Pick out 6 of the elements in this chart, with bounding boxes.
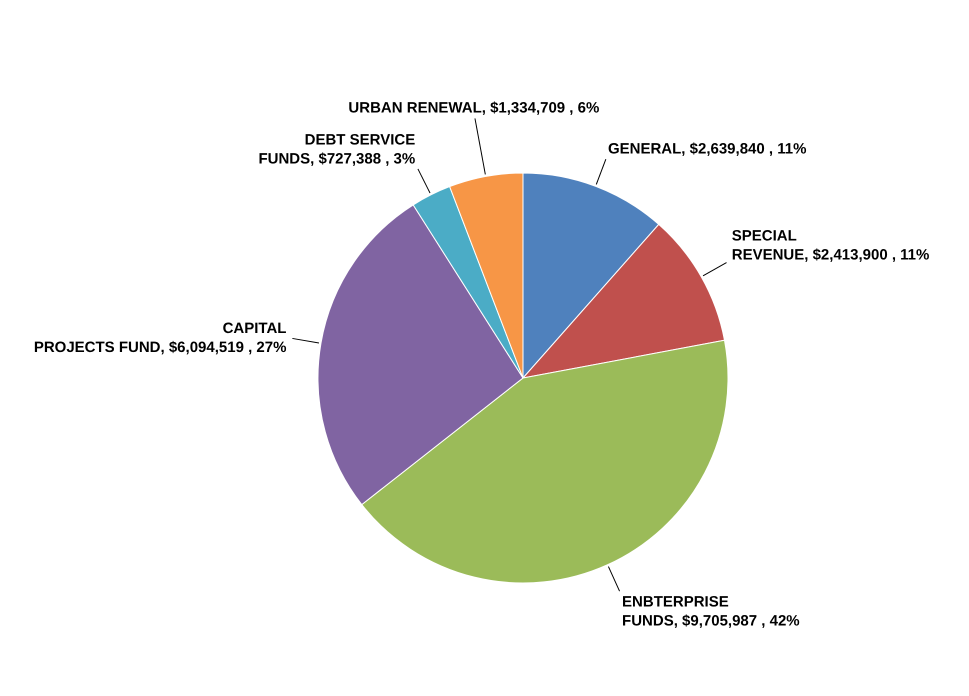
slice-label: URBAN RENEWAL, $1,334,709 , 6% — [348, 100, 600, 117]
slice-label: ENBTERPRISE FUNDS, $9,705,987 , 42% — [622, 594, 800, 630]
slice-label: GENERAL, $2,639,840 , 11% — [608, 140, 806, 158]
slice-label: SPECIAL REVENUE, $2,413,900 , 11% — [732, 228, 930, 264]
slice-label: CAPITAL PROJECTS FUND, $6,094,519 , 27% — [34, 320, 286, 356]
slice-label: DEBT SERVICE FUNDS, $727,388 , 3% — [258, 132, 416, 168]
